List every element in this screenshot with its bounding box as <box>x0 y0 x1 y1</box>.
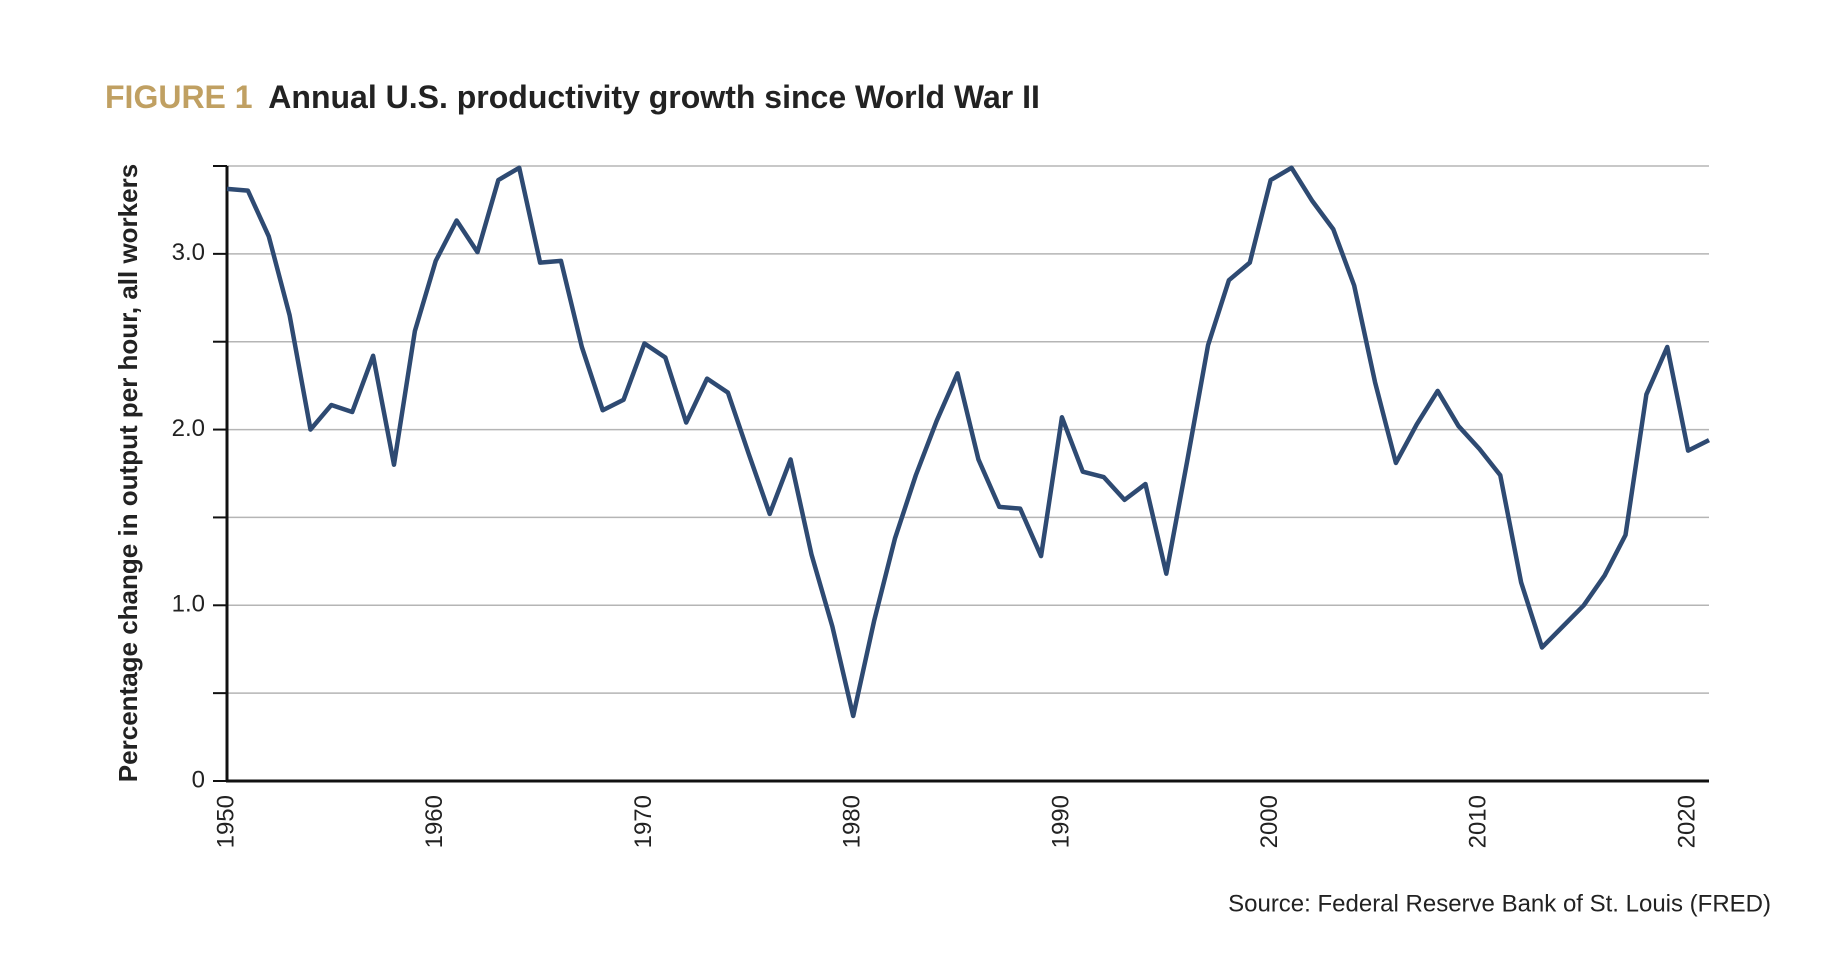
y-tick-label: 1.0 <box>172 591 205 618</box>
y-axis-label: Percentage change in output per hour, al… <box>113 164 143 782</box>
chart-title: FIGURE 1 Annual U.S. productivity growth… <box>105 79 1040 115</box>
source: Source: Federal Reserve Bank of St. Loui… <box>1228 890 1771 917</box>
x-tick-label: 1950 <box>212 795 239 848</box>
x-tick-label: 1980 <box>839 795 866 848</box>
line <box>226 165 1711 719</box>
title: Annual U.S. productivity growth since Wo… <box>268 79 1040 115</box>
x-tick-label: 2000 <box>1256 795 1283 848</box>
x-tick-label: 1990 <box>1047 795 1074 848</box>
x-tick-label: 2010 <box>1465 795 1492 848</box>
x-tick-label: 1960 <box>421 795 448 848</box>
x-tick-label: 2020 <box>1673 795 1700 848</box>
y-tick-label: 0 <box>192 766 205 793</box>
figure-label: FIGURE 1 <box>105 79 253 115</box>
y-tick-label: 2.0 <box>172 415 205 442</box>
x-tick-label: 1970 <box>630 795 657 848</box>
y-tick-label: 3.0 <box>172 239 205 266</box>
